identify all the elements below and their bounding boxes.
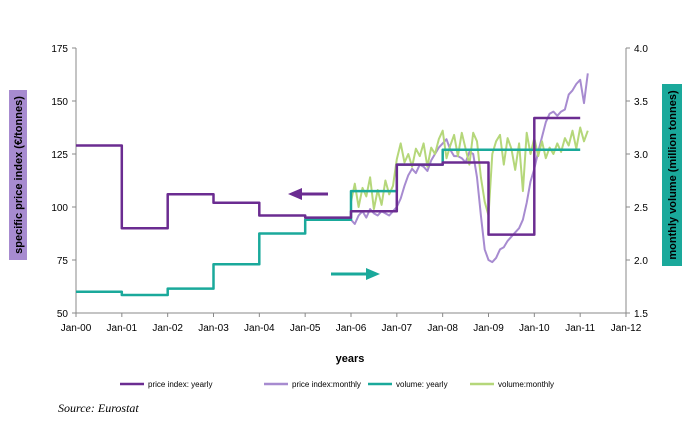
x-tick-label: Jan-07	[382, 323, 413, 334]
y-right-tick-label: 4.0	[634, 44, 648, 55]
x-tick-label: Jan-03	[198, 323, 229, 334]
x-tick-label: Jan-12	[611, 323, 642, 334]
x-axis-title: years	[336, 353, 365, 365]
y-left-tick-label: 100	[51, 203, 68, 214]
legend-label: price index: yearly	[148, 380, 212, 389]
x-tick-label: Jan-06	[336, 323, 367, 334]
y-left-tick-label: 50	[57, 309, 69, 320]
x-tick-label: Jan-05	[290, 323, 321, 334]
y-right-tick-label: 3.5	[634, 97, 648, 108]
source-note: Source: Eurostat	[58, 401, 139, 415]
legend-item: price index: yearly	[120, 380, 212, 389]
series-layer	[76, 73, 589, 297]
legend-item: price index:monthly	[264, 380, 361, 389]
x-tick-label: Jan-11	[565, 323, 595, 334]
y-left-tick-label: 75	[57, 256, 69, 267]
x-tick-label: Jan-10	[519, 323, 550, 334]
left-axis-arrow	[288, 188, 328, 200]
series-line-price-index-yearly	[76, 116, 581, 236]
axis-ticks: Jan-00 Jan-01 Jan-02 Jan-03 Jan-04 Jan-05 Jan-…	[51, 44, 648, 334]
left-axis-title: specific price index (€/tonnes)	[13, 96, 25, 254]
right-axis-arrow	[331, 268, 380, 280]
series-line-volume-yearly	[76, 148, 581, 297]
x-tick-label: Jan-09	[473, 323, 504, 334]
right-axis-title-box	[662, 84, 682, 266]
legend-label: volume: yearly	[396, 380, 448, 389]
x-tick-label: Jan-00	[61, 323, 92, 334]
legend: price index: yearly price index:monthly vo…	[120, 380, 554, 389]
left-axis-title-box	[9, 90, 27, 260]
right-axis-title: monthly volume (million tonnes)	[667, 90, 679, 260]
x-tick-label: Jan-08	[427, 323, 458, 334]
y-left-tick-label: 175	[51, 44, 68, 55]
legend-label: volume:monthly	[498, 380, 554, 389]
y-right-tick-label: 2.5	[634, 203, 648, 214]
y-left-tick-label: 125	[51, 150, 68, 161]
series-line-volume-monthly	[350, 126, 589, 217]
x-tick-label: Jan-01	[107, 323, 138, 334]
y-left-tick-label: 150	[51, 97, 68, 108]
x-tick-label: Jan-04	[244, 323, 275, 334]
series-line-price-index-monthly	[350, 73, 589, 264]
x-tick-label: Jan-02	[152, 323, 183, 334]
legend-item: volume:monthly	[470, 380, 554, 389]
y-right-tick-label: 2.0	[634, 256, 648, 267]
legend-label: price index:monthly	[292, 380, 361, 389]
y-right-tick-label: 3.0	[634, 150, 648, 161]
y-right-tick-label: 1.5	[634, 309, 648, 320]
legend-item: volume: yearly	[368, 380, 448, 389]
